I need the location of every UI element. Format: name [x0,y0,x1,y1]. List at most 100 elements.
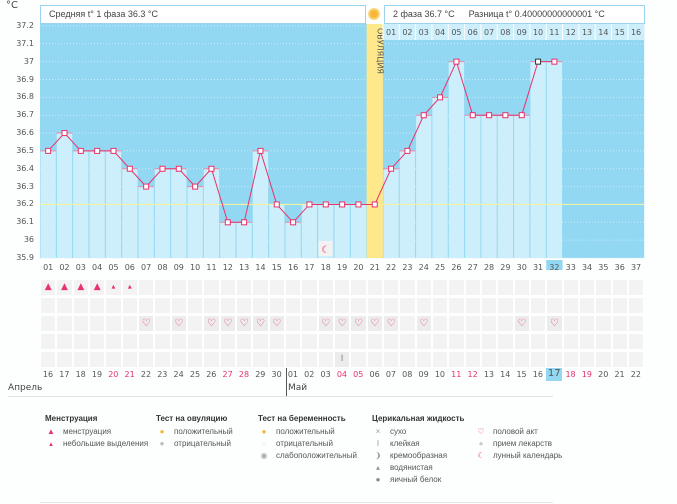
mark-cell[interactable] [448,333,465,350]
mark-cell[interactable] [268,333,285,350]
mark-cell[interactable] [154,333,171,350]
mark-cell[interactable] [529,315,547,332]
mark-cell[interactable] [235,333,253,350]
mark-cell[interactable] [121,351,138,368]
mark-cell[interactable] [137,297,155,314]
mark-cell[interactable] [415,351,432,368]
mark-cell[interactable] [546,297,563,314]
mark-cell[interactable] [235,279,253,296]
mark-cell[interactable] [480,351,498,368]
mark-cell[interactable] [529,297,547,314]
mark-cell[interactable] [562,333,579,350]
mark-cell[interactable]: ♡ [268,315,285,332]
mark-cell[interactable] [186,315,204,332]
mark-cell[interactable] [268,297,285,314]
mark-cell[interactable] [333,297,351,314]
mark-cell[interactable] [595,315,612,332]
mark-cell[interactable] [350,351,367,368]
mark-cell[interactable] [595,351,612,368]
mark-cell[interactable] [56,333,73,350]
mark-cell[interactable] [415,333,432,350]
mark-cell[interactable] [268,279,285,296]
mark-cell[interactable] [595,279,612,296]
mark-cell[interactable] [219,351,236,368]
mark-cell[interactable]: ♡ [366,315,383,332]
mark-cell[interactable] [529,351,547,368]
mark-cell[interactable] [284,297,302,314]
mark-cell[interactable] [382,351,400,368]
mark-cell[interactable] [431,279,449,296]
mark-cell[interactable] [399,297,416,314]
mark-cell[interactable] [252,279,269,296]
mark-cell[interactable] [40,351,57,368]
mark-cell[interactable] [137,279,155,296]
mark-cell[interactable] [529,279,547,296]
mark-cell[interactable]: ♡ [317,315,334,332]
mark-cell[interactable] [448,315,465,332]
mark-cell[interactable] [480,279,498,296]
mark-cell[interactable] [366,297,383,314]
mark-cell[interactable] [301,333,318,350]
mark-cell[interactable] [382,333,400,350]
mark-cell[interactable] [546,279,563,296]
mark-cell[interactable]: ▲ [88,279,106,296]
mark-cell[interactable]: ♡ [382,315,400,332]
mark-cell[interactable] [317,351,334,368]
mark-cell[interactable] [154,297,171,314]
mark-cell[interactable] [513,351,530,368]
mark-cell[interactable] [121,315,138,332]
mark-cell[interactable] [268,351,285,368]
mark-cell[interactable] [431,297,449,314]
mark-cell[interactable] [464,315,481,332]
mark-cell[interactable] [399,279,416,296]
mark-cell[interactable] [105,315,122,332]
mark-cell[interactable] [350,297,367,314]
mark-cell[interactable]: I [333,351,351,368]
mark-cell[interactable] [611,279,628,296]
mark-cell[interactable] [105,333,122,350]
mark-cell[interactable] [431,351,449,368]
mark-cell[interactable] [317,279,334,296]
mark-cell[interactable] [40,315,57,332]
mark-cell[interactable]: ♡ [170,315,187,332]
mark-cell[interactable] [186,279,204,296]
mark-cell[interactable] [480,333,498,350]
mark-cell[interactable] [88,297,106,314]
mark-cell[interactable] [611,315,628,332]
mark-cell[interactable] [562,297,579,314]
mark-cell[interactable]: ♡ [546,315,563,332]
mark-cell[interactable] [578,351,596,368]
mark-cell[interactable] [284,351,302,368]
mark-cell[interactable] [399,333,416,350]
mark-cell[interactable] [415,297,432,314]
mark-cell[interactable] [578,333,596,350]
mark-cell[interactable]: ♡ [513,315,530,332]
mark-cell[interactable] [56,297,73,314]
mark-cell[interactable]: ♡ [219,315,236,332]
mark-cell[interactable] [480,315,498,332]
mark-cell[interactable]: ▲ [72,279,89,296]
mark-cell[interactable] [497,279,514,296]
mark-cell[interactable] [480,297,498,314]
mark-cell[interactable] [301,351,318,368]
mark-cell[interactable] [72,297,89,314]
mark-cell[interactable] [611,297,628,314]
mark-cell[interactable]: ♡ [235,315,253,332]
mark-cell[interactable] [105,297,122,314]
mark-cell[interactable]: ♡ [252,315,269,332]
mark-cell[interactable] [203,351,220,368]
mark-cell[interactable] [72,351,89,368]
mark-cell[interactable] [105,351,122,368]
mark-cell[interactable]: ♡ [137,315,155,332]
mark-cell[interactable] [154,279,171,296]
mark-cell[interactable] [137,351,155,368]
mark-cell[interactable] [40,297,57,314]
mark-cell[interactable] [448,351,465,368]
mark-cell[interactable] [317,297,334,314]
mark-cell[interactable] [382,297,400,314]
mark-cell[interactable] [431,315,449,332]
mark-cell[interactable] [513,297,530,314]
mark-cell[interactable] [317,333,334,350]
mark-cell[interactable] [203,297,220,314]
mark-cell[interactable] [121,333,138,350]
